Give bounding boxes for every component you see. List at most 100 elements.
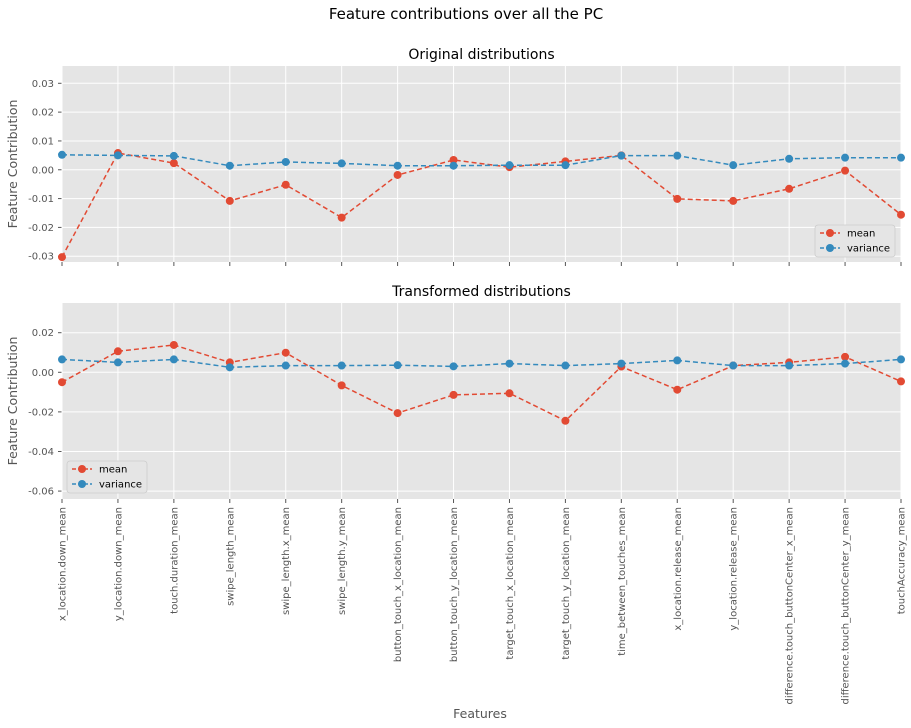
data-point-mean: [393, 409, 402, 418]
data-point-variance: [561, 361, 570, 370]
data-point-variance: [393, 161, 402, 170]
x-tick-label: touchAccuracy_mean: [897, 507, 908, 614]
data-point-variance: [617, 151, 626, 160]
data-point-variance: [729, 361, 738, 370]
x-tick-label: touch.duration_mean: [169, 507, 180, 614]
data-point-mean: [673, 194, 682, 203]
data-point-variance: [617, 359, 626, 368]
x-tick-label: swipe_length.y_mean: [337, 507, 348, 615]
data-point-variance: [113, 358, 122, 367]
x-tick-label: button_touch_x_location_mean: [393, 507, 404, 662]
chart-transformed-distributions: -0.06 -0.04 -0.02 0.00 0.02 x_location.down_m…: [5, 284, 908, 705]
data-point-mean: [897, 210, 905, 219]
x-tick-label: target_touch_y_location_mean: [561, 507, 572, 660]
data-point-variance: [225, 363, 234, 372]
data-point-variance: [841, 153, 850, 162]
data-point-variance: [393, 361, 402, 370]
data-point-variance: [897, 153, 905, 162]
x-tick-label: time_between_touches_mean: [617, 507, 628, 656]
y-tick-label: -0.02: [28, 223, 54, 234]
data-point-variance: [673, 151, 682, 160]
chart-original-distributions: -0.03 -0.02 -0.01 0.00 0.01 0.02 0.03 Original …: [5, 47, 905, 266]
series-line-mean: [61, 344, 902, 422]
y-tick-label: 0.00: [32, 368, 54, 379]
data-point-mean: [673, 385, 682, 394]
y-tick-label: 0.02: [32, 328, 54, 339]
legend-marker-mean: [78, 465, 86, 473]
y-tick-label: -0.06: [28, 487, 54, 498]
series-line-variance: [61, 154, 901, 167]
data-point-mean: [841, 166, 850, 175]
data-point-mean: [169, 159, 178, 168]
legend-label-mean: mean: [847, 229, 875, 240]
legend-label-variance: variance: [847, 244, 890, 255]
data-point-mean: [113, 347, 122, 356]
data-point-mean: [337, 381, 346, 390]
data-point-variance: [449, 161, 458, 170]
data-point-mean: [785, 184, 794, 193]
x-axis-label: Features: [453, 706, 507, 721]
data-point-variance: [785, 361, 794, 370]
data-point-mean: [897, 377, 905, 386]
data-point-variance: [897, 355, 905, 364]
data-point-variance: [785, 154, 794, 163]
data-point-variance: [449, 362, 458, 371]
x-tick-label: y_location.release_mean: [729, 507, 740, 631]
data-point-mean: [281, 348, 290, 357]
data-point-mean: [337, 213, 346, 222]
legend-marker-variance: [78, 480, 86, 488]
data-point-variance: [58, 150, 66, 159]
data-point-mean: [505, 389, 514, 398]
data-point-variance: [841, 359, 850, 368]
data-point-mean: [169, 340, 178, 349]
series-line-variance: [61, 358, 902, 369]
data-point-mean: [58, 253, 66, 262]
legend-label-variance: variance: [99, 480, 142, 491]
x-tick-label: swipe_length.x_mean: [281, 507, 292, 615]
data-point-variance: [58, 355, 66, 364]
x-tick-label: y_location.down_mean: [113, 507, 124, 621]
y-axis-label: Feature Contribution: [5, 100, 20, 229]
data-point-variance: [729, 161, 738, 170]
data-point-mean: [225, 196, 234, 205]
y-tick-label: -0.04: [28, 447, 54, 458]
data-point-mean: [449, 155, 458, 164]
y-tick-label: 0.03: [32, 79, 54, 90]
chart-title: Original distributions: [408, 47, 554, 63]
data-point-variance: [337, 159, 346, 168]
legend: mean variance: [814, 224, 896, 258]
legend-marker-mean: [826, 229, 834, 237]
x-tick-label: x_location.release_mean: [673, 507, 684, 631]
data-point-mean: [729, 196, 738, 205]
data-point-mean: [449, 390, 458, 399]
data-point-variance: [113, 151, 122, 160]
data-point-variance: [281, 361, 290, 370]
data-point-variance: [337, 361, 346, 370]
x-tick-label: difference.touch_buttonCenter_x_mean: [785, 507, 796, 705]
x-tick-label: x_location.down_mean: [58, 507, 69, 621]
chart-title: Transformed distributions: [391, 284, 571, 300]
data-point-mean: [841, 352, 850, 361]
legend-marker-variance: [826, 244, 834, 252]
data-point-variance: [225, 161, 234, 170]
data-point-variance: [505, 161, 514, 170]
data-point-mean: [58, 378, 66, 387]
y-tick-label: 0.01: [32, 136, 54, 147]
figure-suptitle: Feature contributions over all the PC: [329, 5, 603, 23]
data-point-variance: [561, 161, 570, 170]
data-point-variance: [169, 355, 178, 364]
legend-label-mean: mean: [99, 465, 127, 476]
data-point-variance: [281, 157, 290, 166]
data-point-mean: [561, 416, 570, 425]
plot-area: [62, 303, 901, 499]
y-tick-label: 0.02: [32, 108, 54, 119]
x-tick-label: target_touch_x_location_mean: [505, 507, 516, 660]
data-point-variance: [505, 359, 514, 368]
data-point-mean: [281, 180, 290, 189]
y-tick-label: -0.03: [28, 252, 54, 263]
x-tick-label: swipe_length_mean: [225, 507, 236, 606]
data-point-variance: [673, 356, 682, 365]
y-tick-label: -0.02: [28, 407, 54, 418]
data-point-mean: [393, 170, 402, 179]
